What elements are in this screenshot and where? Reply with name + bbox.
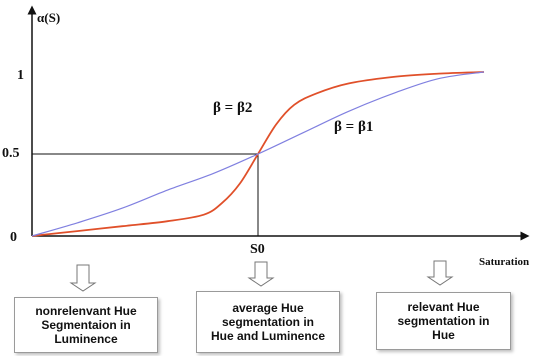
chart-labels: α(S) Saturation 0 0.5 1 S0 β = β2 β = β1 <box>2 10 529 268</box>
y-axis-label: α(S) <box>37 10 60 25</box>
caption-text-average: average Hue segmentation in Hue and Lumi… <box>210 301 326 343</box>
y-tick-label-0-5: 0.5 <box>2 146 20 161</box>
s0-marker-label: S0 <box>250 242 265 257</box>
pointer-arrows <box>69 260 454 292</box>
y-tick-label-1: 1 <box>17 68 24 83</box>
series-group <box>31 71 485 237</box>
series-label-beta1: β = β1 <box>334 119 373 135</box>
pointer-arrow-right <box>426 260 454 286</box>
caption-text-relevant: relevant Hue segmentation in Hue <box>397 300 490 342</box>
pointer-arrow-left <box>69 264 97 292</box>
axes <box>27 5 530 241</box>
caption-box-nonrelevant: nonrelenvant Hue Segmentaion in Luminenc… <box>14 297 158 353</box>
pointer-arrow-middle <box>247 261 275 287</box>
guide-lines <box>32 153 259 236</box>
caption-text-nonrelevant: nonrelenvant Hue Segmentaion in Luminenc… <box>35 304 137 346</box>
caption-box-relevant: relevant Hue segmentation in Hue <box>376 292 511 350</box>
series-label-beta2: β = β2 <box>213 100 252 116</box>
x-axis-label: Saturation <box>479 256 529 268</box>
caption-box-average: average Hue segmentation in Hue and Lumi… <box>196 291 340 353</box>
series-line-beta1 <box>31 71 485 237</box>
y-tick-label-0: 0 <box>10 230 17 245</box>
